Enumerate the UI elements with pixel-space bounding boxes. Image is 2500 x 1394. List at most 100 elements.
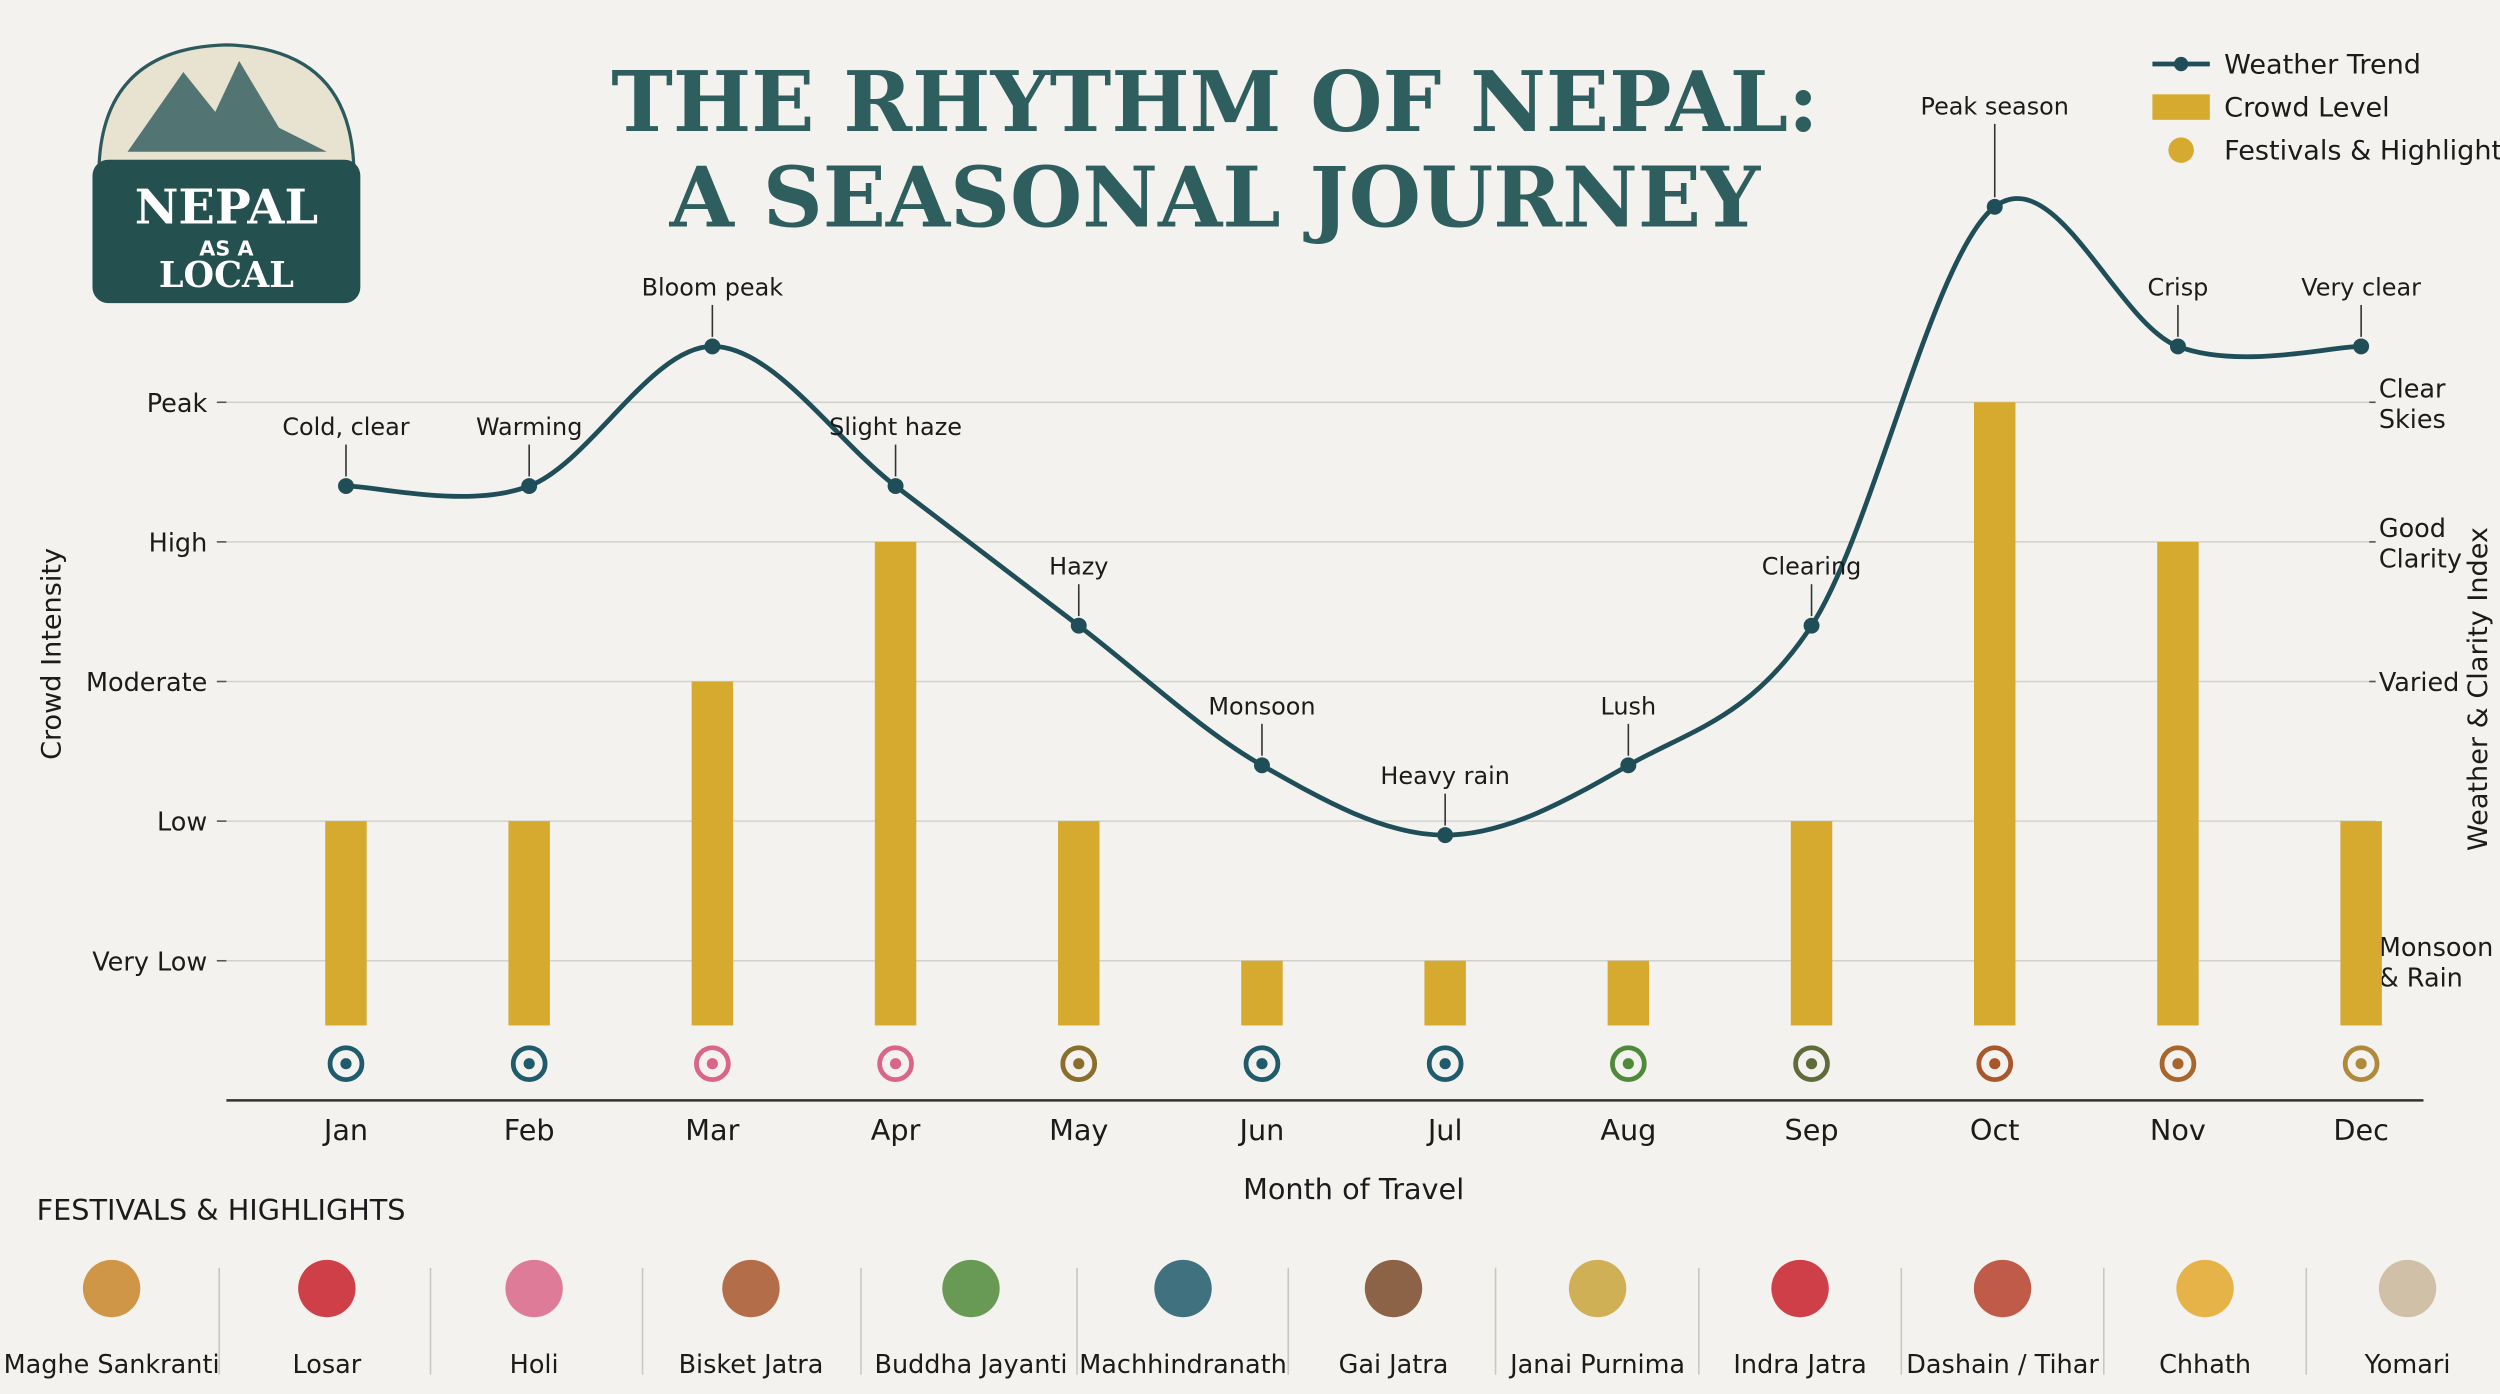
legend-label: Crowd Level [2224, 93, 2390, 124]
festivals-title: FESTIVALS & HIGHLIGHTS [37, 1193, 406, 1227]
y2-tick-label-line: Clear [2379, 374, 2454, 404]
logo-plate [92, 159, 361, 304]
month-icon [706, 1058, 718, 1070]
festival-label: Gai Jatra [1339, 1350, 1449, 1380]
chart-title: THE RHYTHM OF NEPAL: [611, 53, 1818, 151]
legend-label: Festivals & Highlights [2224, 136, 2500, 167]
festival-icon [298, 1259, 356, 1318]
festival-label: Chhath [2159, 1350, 2251, 1380]
y-tick-label: High [149, 528, 208, 558]
festival-label: Indra Jatra [1733, 1350, 1866, 1380]
month-icon [2159, 1045, 2197, 1083]
bar [2340, 821, 2382, 1026]
festival-icon [722, 1259, 780, 1318]
month-icon [2342, 1045, 2380, 1083]
festival-label: Losar [292, 1350, 361, 1380]
festival-icon [1568, 1259, 1627, 1318]
month-icon [1073, 1058, 1085, 1070]
bar [1790, 821, 1833, 1026]
y-tick-label: Moderate [86, 668, 207, 698]
line-point [338, 478, 354, 495]
x-tick-label: Oct [1970, 1113, 2020, 1147]
line-point [1253, 757, 1270, 774]
logo-text: LOCAL [159, 255, 294, 296]
month-icon [1243, 1045, 1281, 1083]
x-tick-label: Jun [1238, 1113, 1285, 1147]
x-tick-label: Jan [322, 1113, 368, 1147]
legend-label: Weather Trend [2224, 50, 2421, 81]
month-icon [2355, 1058, 2367, 1070]
line-point [1803, 617, 1820, 634]
x-axis-label: Month of Travel [1243, 1172, 1464, 1206]
line-point [2169, 338, 2186, 355]
annotation: Peak season [1921, 92, 2069, 120]
month-icon [523, 1058, 535, 1070]
y-tick-label: Peak [147, 389, 208, 419]
annotation: Very clear [2301, 273, 2421, 301]
month-icon [327, 1045, 365, 1083]
month-icon [2172, 1058, 2184, 1070]
festival-icon [1973, 1259, 2032, 1318]
festival-label: Buddha Jayanti [874, 1350, 1067, 1380]
annotation: Cold, clear [282, 413, 409, 441]
festival-label: Machhindranath [1079, 1350, 1286, 1380]
month-icon [694, 1045, 731, 1083]
y2-tick-label-line: Good [2379, 514, 2454, 544]
x-tick-label: Nov [2150, 1113, 2206, 1147]
festival-label: Yomari [2364, 1350, 2451, 1380]
legend-symbol [2168, 137, 2194, 163]
month-icon [1805, 1058, 1818, 1070]
festival-label: Holi [510, 1350, 559, 1380]
logo-text: NEPAL [135, 179, 318, 235]
y2-tick-label: Good Clarity [2379, 514, 2462, 574]
festival-icon [2378, 1259, 2437, 1318]
bar [2157, 541, 2199, 1026]
month-icon [1622, 1058, 1634, 1070]
festival-icon [1364, 1259, 1423, 1318]
month-icon [1610, 1045, 1647, 1083]
month-icon [1060, 1045, 1098, 1083]
x-tick-label: Jul [1426, 1113, 1463, 1147]
month-icon [1989, 1058, 2001, 1070]
month-icon [1256, 1058, 1268, 1070]
line-point [704, 338, 721, 355]
line-point [2353, 338, 2370, 355]
bar [1058, 821, 1100, 1026]
y2-axis-label: Weather & Clarity Index [2463, 527, 2494, 851]
chart-title: A SEASONAL JOURNEY [669, 149, 1761, 247]
annotation: Clearing [1762, 553, 1861, 581]
month-icon [510, 1045, 548, 1083]
festival-label: Dashain / Tihar [1906, 1350, 2099, 1380]
annotation: Monsoon [1208, 692, 1315, 720]
annotation: Slight haze [829, 413, 962, 441]
bar [1424, 960, 1466, 1026]
x-tick-label: May [1049, 1113, 1108, 1147]
x-tick-label: Dec [2333, 1113, 2389, 1147]
y2-tick-label: Varied [2379, 668, 2460, 698]
month-icon [340, 1058, 352, 1070]
y2-tick-label-line: Monsoon [2379, 933, 2500, 963]
legend-symbol [2152, 94, 2210, 120]
y2-tick-label-line: Clarity [2379, 544, 2462, 574]
festival-icon [1154, 1259, 1212, 1318]
annotation: Crisp [2148, 273, 2209, 301]
y-tick-label: Low [157, 808, 207, 838]
annotation: Heavy rain [1380, 762, 1510, 790]
line-point [1986, 198, 2003, 215]
festival-label: Bisket Jatra [679, 1350, 824, 1380]
legend-symbol [2173, 56, 2189, 72]
x-tick-label: Sep [1785, 1113, 1839, 1147]
festival-label: Maghe Sankranti [4, 1350, 220, 1380]
festival-label: Janai Purnima [1508, 1350, 1685, 1380]
month-icon [1793, 1045, 1830, 1083]
festival-icon [942, 1259, 1000, 1318]
annotation: Hazy [1049, 553, 1108, 581]
line-point [521, 478, 538, 495]
bar [874, 541, 917, 1026]
bar [1974, 402, 2016, 1026]
festival-icon [2176, 1259, 2234, 1318]
annotation: Warming [476, 413, 582, 441]
festival-icon [82, 1259, 141, 1318]
logo-text: AS A [199, 236, 253, 260]
